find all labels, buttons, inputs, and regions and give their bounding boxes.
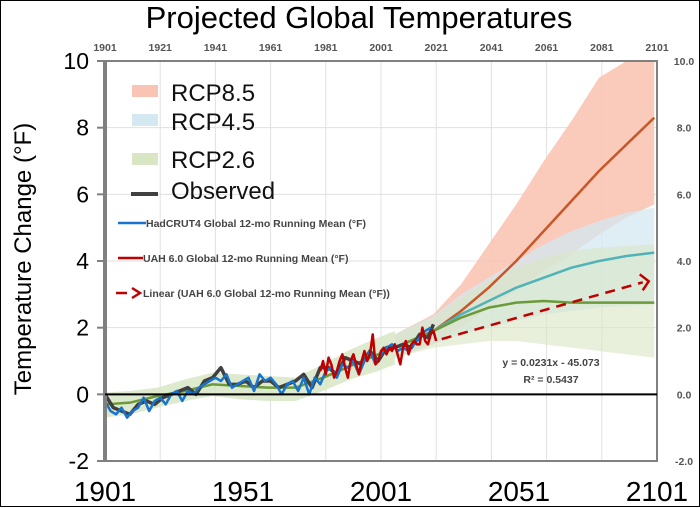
axes [97,60,658,462]
bottom-tick-label: 2001 [350,476,412,507]
top-tick-label: 1921 [149,42,173,54]
series-lines [103,116,656,419]
rcp85-line [394,116,656,349]
legend-rcp26: RCP2.6 [171,147,255,174]
left-tick-label: 6 [76,181,89,207]
bottom-tick-label: 1951 [212,476,274,507]
chart-title: Projected Global Temperatures [146,1,573,35]
bottom-tick-label: 2051 [488,476,550,507]
y-axis-label: Temperature Change (°F) [10,123,37,395]
bottom-tick-label: 2101 [626,476,688,507]
left-tick-label: 10 [63,48,89,74]
right-tick-label: -2.0 [675,456,693,468]
top-tick-label: 2101 [645,42,669,54]
right-tick-label: 8.0 [677,123,692,135]
top-tick-label: 2061 [535,42,559,54]
historical-band [105,331,395,418]
legend-rcp85: RCP8.5 [171,80,255,107]
right-tick-label: 0.0 [677,389,692,401]
left-tick-label: 8 [76,115,89,141]
top-tick-label: 2081 [590,42,614,54]
trend-r-squared: R² = 0.5437 [523,374,578,386]
right-tick-label: 2.0 [677,323,692,335]
uah-line [319,326,438,379]
legend-linear: Linear (UAH 6.0 Global 12-mo Running Mea… [143,288,390,300]
legend-rcp45: RCP4.5 [171,109,255,136]
tick-labels: 1901 1921 1941 1961 1981 2001 2021 2041 2061 2081… [63,42,694,507]
legend-hadcrut: HadCRUT4 Global 12-mo Running Mean (°F) [146,218,366,230]
top-tick-label: 1901 [93,42,117,54]
legend-swatch-rcp45 [132,114,158,126]
top-tick-label: 1981 [314,42,338,54]
top-tick-label: 1961 [259,42,283,54]
rcp45-line [394,251,655,349]
rcp85-band [394,61,655,358]
right-tick-label: 10.0 [674,56,695,68]
top-tick-label: 2001 [369,42,393,54]
right-tick-label: 6.0 [677,189,692,201]
legend-arrow-icon [131,286,143,300]
rcp26-line [394,299,655,349]
legend-observed: Observed [171,178,275,205]
left-tick-label: 4 [76,248,89,274]
top-tick-label: 2021 [425,42,449,54]
top-tick-label: 2041 [480,42,504,54]
legend-swatch-rcp85 [132,85,158,97]
top-tick-label: 1941 [204,42,228,54]
legend-swatch-rcp26 [132,153,158,165]
left-tick-label: -2 [69,448,89,474]
left-tick-label: 2 [76,315,89,341]
trend-line [441,281,644,341]
legend-uah: UAH 6.0 Global 12-mo Running Mean (°F) [143,253,348,265]
trend-arrow-icon [638,273,651,292]
left-tick-label: 0 [76,381,89,407]
bottom-tick-label: 1901 [74,476,136,507]
right-tick-label: 4.0 [677,256,692,268]
legend: RCP8.5 RCP4.5 RCP2.6 Observed HadCRUT4 G… [116,80,390,300]
trend-equation: y = 0.0231x - 45.073 [502,357,599,369]
